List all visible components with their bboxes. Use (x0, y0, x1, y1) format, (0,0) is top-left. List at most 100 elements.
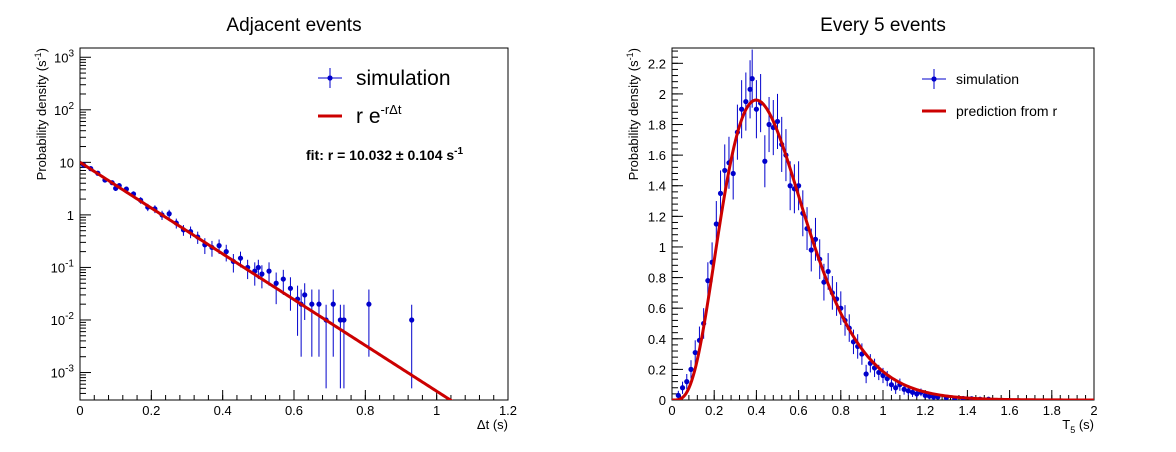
data-point (337, 317, 343, 323)
y-tick-label: 1 (67, 208, 74, 223)
x-tick-label: 1.6 (1001, 403, 1019, 418)
data-point (273, 280, 279, 286)
y-axis-label-sup: -1 (625, 52, 635, 60)
legend: simulation prediction from r (922, 69, 1057, 119)
legend-label-fit-main: r e (356, 105, 381, 128)
data-point (914, 391, 920, 397)
y-axis-label-main: Probability density (s (34, 60, 49, 180)
plot-frame (671, 47, 1095, 401)
x-tick-label: 0.8 (356, 403, 374, 418)
data-point (341, 317, 347, 323)
y-tick-exp: -3 (65, 364, 74, 375)
data-point (166, 211, 172, 217)
fit-annotation-main: fit: r = 10.032 ± 0.104 s (306, 147, 454, 163)
legend-label-simulation: simulation (956, 71, 1019, 87)
x-tick-label: 0 (76, 403, 83, 418)
data-point (717, 190, 724, 196)
y-axis-label-end: ) (34, 48, 49, 52)
x-tick-label: 0.6 (790, 403, 808, 418)
prediction-curve (672, 98, 1094, 400)
x-axis-label: T5 (s) (1062, 417, 1094, 435)
data-point (223, 249, 229, 255)
data-point (821, 279, 827, 285)
fit-annotation-sup: -1 (454, 146, 463, 157)
data-point (747, 86, 753, 92)
y-tick-label: 2 (659, 87, 666, 102)
data-point (330, 301, 336, 307)
data-point (905, 388, 911, 394)
y-tick-label: 0.4 (648, 332, 666, 347)
x-axis-label-main: T (1062, 417, 1070, 432)
data-point (688, 366, 694, 372)
x-tick-label: 1.4 (958, 403, 976, 418)
y-tick-base: 10 (54, 103, 68, 118)
data-point (679, 385, 686, 391)
x-tick-label: 0.2 (705, 403, 723, 418)
y-tick-label: 0.6 (648, 301, 666, 316)
legend-marker-icon (327, 75, 333, 81)
data-point (762, 158, 768, 164)
x-tick-label: 0.4 (747, 403, 765, 418)
data-point (753, 106, 760, 112)
data-point (766, 121, 772, 128)
y-tick-label: 10-2 (51, 311, 75, 328)
fit-annotation: fit: r = 10.032 ± 0.104 s-1 (306, 146, 464, 163)
data-point (302, 292, 308, 298)
y-tick-base: 1 (67, 208, 74, 223)
y-axis-label: Probability density (s-1) (33, 48, 49, 180)
data-point (922, 392, 928, 399)
legend-marker-icon (931, 76, 937, 82)
chart-title: Every 5 events (820, 15, 946, 36)
fit-curve (80, 161, 454, 400)
y-tick-label: 1.6 (648, 148, 666, 163)
data-point (743, 98, 749, 105)
data-point (722, 167, 728, 174)
data-point (280, 276, 286, 282)
chart-every-5-events: Every 5 events 0 0.2 0.4 0.6 0.8 1 1.2 1.4 1.6 1.8… (625, 15, 1098, 435)
y-tick-label: 103 (54, 48, 74, 65)
data-point (366, 301, 372, 307)
data-point (713, 221, 719, 227)
data-point (749, 76, 755, 82)
data-point (863, 371, 869, 377)
y-tick-label: 1.8 (648, 118, 666, 133)
x-tick-label: 0.2 (142, 403, 160, 418)
data-point (888, 382, 895, 388)
data-point (739, 106, 745, 112)
data-point (730, 170, 736, 177)
series-simulation (675, 49, 992, 400)
x-tick-label: 1.2 (916, 403, 934, 418)
x-axis-label: Δt (s) (477, 417, 508, 432)
x-tick-label: 1 (879, 403, 886, 418)
x-tick-label: 2 (1090, 403, 1097, 418)
y-tick-label: 102 (54, 101, 74, 118)
x-tick-label: 0 (668, 403, 675, 418)
y-tick-base: 10 (54, 50, 68, 65)
x-axis-label-sub: 5 (1070, 425, 1075, 435)
data-point (675, 392, 681, 399)
y-tick-label: 0 (659, 393, 666, 408)
y-tick-exp: -1 (65, 258, 74, 269)
data-point (216, 243, 222, 249)
data-point (901, 386, 907, 392)
y-tick-label: 10-1 (51, 258, 75, 275)
data-point (926, 393, 933, 399)
data-point (255, 264, 261, 271)
plot-frame (79, 47, 509, 401)
y-axis-label: Probability density (s-1) (625, 48, 641, 180)
legend-label-prediction: prediction from r (956, 103, 1057, 119)
y-axis-label-main: Probability density (s (626, 60, 641, 180)
y-tick-label: 0.2 (648, 362, 666, 377)
data-point (316, 301, 322, 307)
x-tick-label: 1.8 (1043, 403, 1061, 418)
y-tick-base: 10 (51, 260, 65, 275)
y-axis-label-sup: -1 (33, 52, 43, 60)
x-axis-label-end: (s) (1075, 417, 1094, 432)
legend-label-simulation: simulation (356, 67, 451, 90)
y-axis-label-end: ) (626, 48, 641, 52)
y-tick-label: 1 (659, 240, 666, 255)
data-point (409, 317, 415, 323)
data-point (787, 183, 793, 189)
